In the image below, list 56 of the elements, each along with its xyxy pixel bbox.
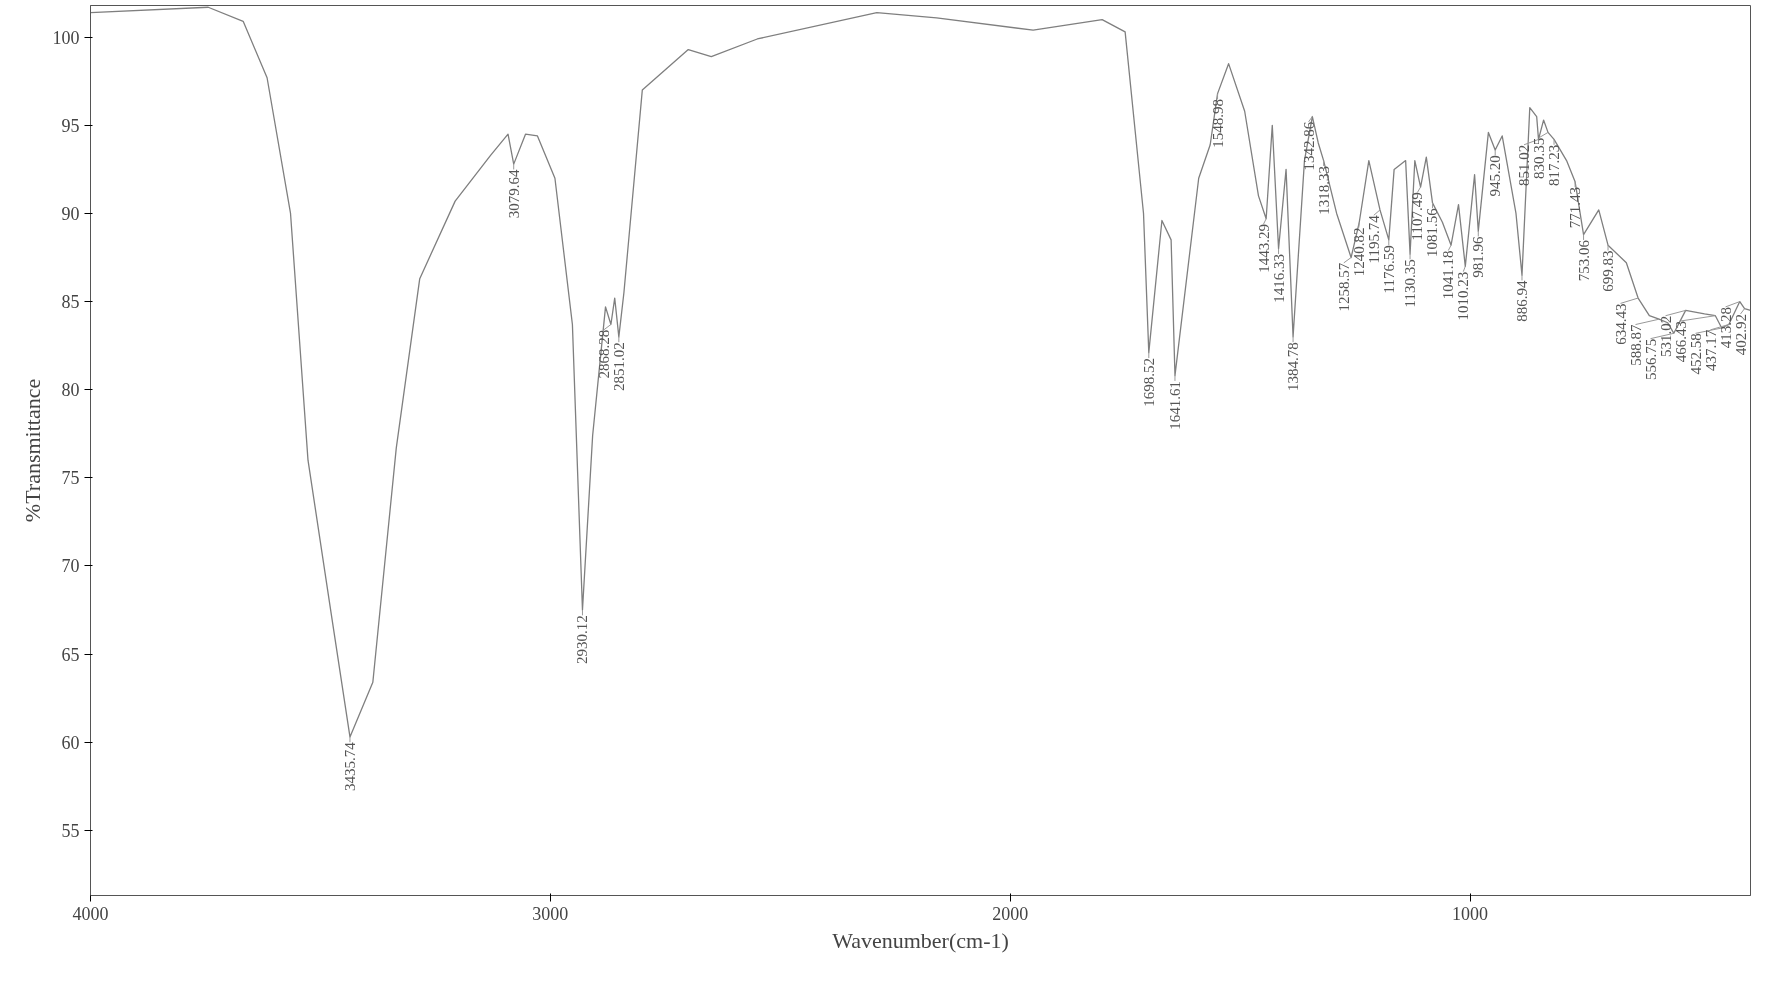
annotation: 699.83 bbox=[1600, 250, 1617, 292]
annotation: 1240.82 bbox=[1350, 227, 1367, 277]
annotation: 1548.98 bbox=[1209, 98, 1226, 148]
annotation: 1641.61 bbox=[1166, 380, 1183, 430]
annotation: 556.75 bbox=[1642, 338, 1659, 380]
annotation: 1010.23 bbox=[1455, 271, 1472, 321]
x-tick-label: 4000 bbox=[72, 903, 109, 924]
annotation: 817.23 bbox=[1546, 144, 1563, 187]
annotation: 1384.78 bbox=[1285, 342, 1302, 391]
annotation: 2868.28 bbox=[595, 329, 612, 379]
annotation: 402.92 bbox=[1732, 313, 1749, 356]
annotation: 851.02 bbox=[1516, 144, 1533, 187]
annotation: 945.20 bbox=[1487, 155, 1504, 197]
annotation: 452.58 bbox=[1687, 333, 1704, 375]
annotation: 1130.35 bbox=[1402, 259, 1419, 308]
y-tick-label: 95 bbox=[61, 115, 80, 136]
y-tick-label: 80 bbox=[61, 380, 80, 401]
annotation: 1081.56 bbox=[1424, 207, 1441, 257]
annotation: 588.87 bbox=[1627, 324, 1644, 366]
annotation: 1443.29 bbox=[1255, 224, 1272, 273]
annotation: 2930.12 bbox=[574, 615, 591, 665]
y-tick-label: 75 bbox=[61, 468, 80, 489]
y-axis-title: %Transmittance bbox=[19, 378, 45, 523]
y-tick-label: 70 bbox=[61, 556, 80, 577]
annotation: 3435.74 bbox=[341, 741, 358, 791]
annotation: 1195.74 bbox=[1365, 214, 1382, 264]
annotation: 2851.02 bbox=[610, 342, 627, 391]
annotation: 634.43 bbox=[1612, 303, 1629, 345]
annotation: 1698.52 bbox=[1140, 358, 1157, 407]
annotation: 830.35 bbox=[1531, 137, 1548, 179]
annotation: 886.94 bbox=[1513, 279, 1530, 322]
y-tick-label: 85 bbox=[61, 292, 80, 313]
annotation: 531.02 bbox=[1657, 315, 1674, 357]
annotation: 1416.33 bbox=[1270, 254, 1287, 303]
annotation: 1176.59 bbox=[1380, 245, 1397, 294]
annotation: 3079.64 bbox=[505, 168, 522, 219]
annotation: 753.06 bbox=[1575, 239, 1592, 282]
y-tick-label: 55 bbox=[61, 820, 80, 841]
y-tick-label: 60 bbox=[61, 732, 80, 753]
annotation: 1342.86 bbox=[1300, 121, 1317, 171]
x-tick-label: 2000 bbox=[992, 903, 1029, 924]
annotation: 466.43 bbox=[1672, 321, 1689, 363]
x-tick-label: 1000 bbox=[1452, 903, 1488, 924]
annotation: 981.96 bbox=[1470, 235, 1487, 278]
annotation: 437.17 bbox=[1702, 329, 1719, 372]
annotation: 771.43 bbox=[1567, 187, 1584, 229]
annotation: 1318.33 bbox=[1315, 165, 1332, 215]
y-tick-label: 90 bbox=[61, 203, 80, 224]
annotation: 1107.49 bbox=[1409, 192, 1426, 241]
x-tick-label: 3000 bbox=[532, 903, 569, 924]
x-axis-title: Wavenumber(cm-1) bbox=[832, 927, 1009, 953]
annotation: 1041.18 bbox=[1440, 250, 1457, 300]
annotation: 1258.57 bbox=[1335, 262, 1352, 312]
y-tick-label: 100 bbox=[52, 27, 80, 48]
y-tick-label: 65 bbox=[61, 644, 80, 665]
annotation: 413.28 bbox=[1717, 306, 1734, 349]
